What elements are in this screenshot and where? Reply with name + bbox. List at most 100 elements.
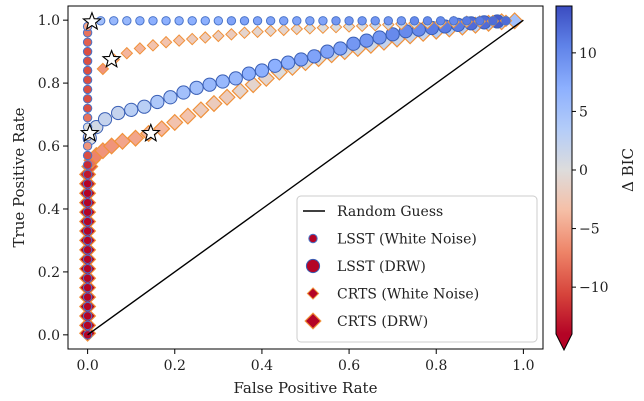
y-tick-label: 0.8 — [38, 76, 60, 92]
data-point — [462, 16, 472, 26]
data-point — [265, 16, 276, 26]
colorbar-label: Δ BIC — [619, 148, 637, 192]
data-point — [305, 16, 315, 26]
data-point — [320, 44, 335, 59]
data-point — [185, 32, 199, 46]
colorbar-extend-arrow — [556, 334, 572, 350]
data-point — [475, 16, 485, 26]
data-point — [218, 88, 236, 106]
data-point — [159, 35, 173, 49]
data-point — [146, 39, 160, 52]
data-point — [82, 56, 93, 66]
data-point — [346, 36, 361, 51]
y-tick-label: 0.4 — [38, 202, 60, 218]
data-point — [122, 16, 132, 26]
legend-label: Random Guess — [337, 204, 443, 220]
data-point — [82, 235, 93, 246]
highlight-star — [101, 48, 122, 69]
data-point — [370, 16, 380, 26]
data-point — [333, 41, 348, 56]
data-point — [213, 16, 224, 26]
data-point — [192, 101, 210, 119]
legend-marker — [306, 287, 320, 300]
data-point — [82, 207, 93, 217]
data-point — [409, 16, 420, 26]
random-guess-line — [87, 19, 524, 336]
data-point — [279, 16, 289, 26]
data-point — [198, 31, 212, 44]
data-point — [82, 94, 93, 104]
data-point — [254, 63, 270, 78]
data-point — [331, 16, 341, 26]
x-tick-label: 0.6 — [338, 358, 360, 374]
data-point — [161, 16, 171, 26]
data-point — [267, 58, 283, 73]
data-point — [124, 102, 139, 117]
legend-marker — [305, 258, 321, 274]
data-point — [202, 77, 217, 92]
data-point — [82, 75, 93, 85]
colorbar-tick-label: 5 — [579, 104, 588, 120]
data-point — [82, 320, 93, 331]
data-point — [137, 99, 152, 114]
data-point — [82, 245, 93, 255]
data-point — [342, 20, 356, 33]
data-point — [82, 301, 93, 312]
data-point — [82, 254, 93, 265]
highlight-stars — [79, 11, 161, 142]
y-axis-label: True Positive Rate — [10, 107, 28, 247]
data-point — [396, 16, 407, 26]
highlight-star — [140, 122, 161, 142]
data-point — [133, 42, 147, 55]
x-tick-label: 1.0 — [512, 358, 534, 374]
data-point — [82, 197, 93, 208]
data-point — [126, 129, 145, 147]
data-point — [179, 107, 197, 125]
data-point — [344, 16, 354, 26]
data-point — [148, 16, 158, 26]
data-point — [82, 113, 93, 123]
data-point — [82, 46, 93, 57]
data-point — [215, 74, 230, 89]
data-point — [372, 30, 387, 45]
colorbar: −10 −5 0 5 10 Δ BIC — [555, 5, 637, 352]
data-point — [385, 27, 400, 42]
x-axis-ticks: 0.0 0.2 0.4 0.6 0.8 1.0 — [76, 349, 535, 374]
data-point — [82, 311, 93, 321]
data-point — [176, 85, 191, 100]
colorbar-outline — [555, 5, 573, 352]
data-point — [82, 150, 93, 161]
data-point — [200, 16, 210, 26]
data-point — [82, 84, 93, 95]
data-point — [238, 26, 251, 40]
data-point — [109, 16, 119, 26]
data-point — [82, 226, 93, 236]
data-point — [329, 20, 343, 34]
data-point — [174, 16, 184, 26]
data-point — [294, 52, 309, 67]
data-point — [383, 16, 393, 26]
legend-marker — [308, 233, 318, 244]
legend-box — [296, 195, 538, 343]
data-point — [111, 105, 126, 121]
x-tick-label: 0.8 — [425, 358, 447, 374]
legend-marker — [304, 312, 322, 330]
data-point — [264, 24, 277, 38]
highlight-star — [79, 122, 100, 142]
y-tick-label: 0.2 — [38, 265, 60, 281]
data-point — [488, 16, 498, 26]
highlight-star — [81, 11, 103, 31]
data-point — [150, 94, 165, 110]
y-tick-label: 0.0 — [38, 328, 60, 344]
y-tick-label: 0.6 — [38, 139, 60, 155]
data-point — [244, 76, 262, 94]
colorbar-tick-label: 10 — [579, 46, 597, 62]
y-axis-ticks: 0.0 0.2 0.4 0.6 0.8 1.0 — [38, 13, 68, 344]
data-point — [307, 49, 322, 64]
y-tick-label: 1.0 — [38, 13, 60, 29]
data-point — [166, 113, 184, 132]
data-point — [226, 16, 237, 26]
legend-label: LSST (DRW) — [337, 259, 426, 275]
data-point — [318, 16, 328, 26]
